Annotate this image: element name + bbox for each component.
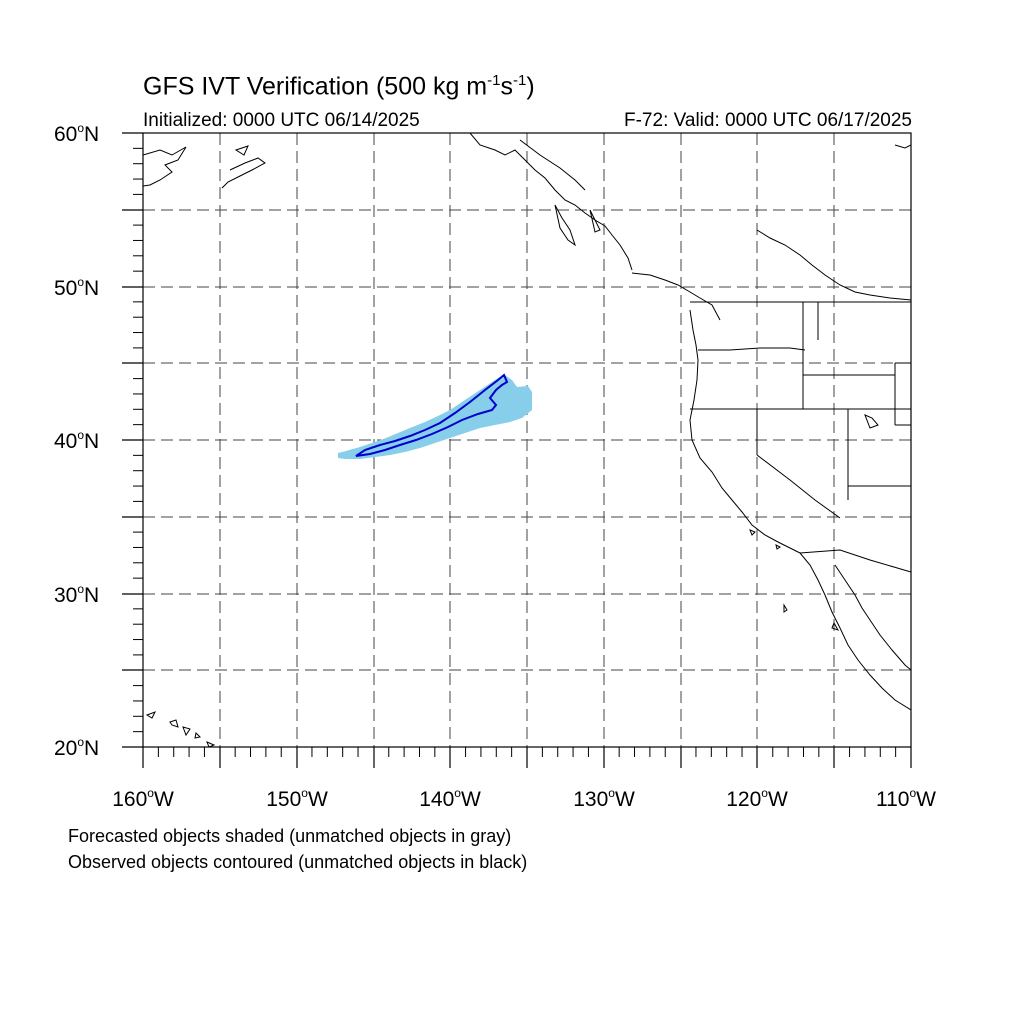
lat-label-40: 40oN	[54, 428, 99, 453]
title-exponent-1: -1	[487, 72, 501, 89]
lat-label-60: 60oN	[54, 121, 99, 146]
observed-object-contour	[355, 373, 509, 457]
lon-label-160: 160oW	[112, 786, 174, 811]
coastlines	[143, 133, 911, 747]
lon-label-110: 110oW	[876, 786, 936, 811]
forecast-object	[338, 375, 532, 459]
title-prefix: GFS IVT Verification (500 kg m	[143, 72, 488, 101]
grid-lines	[143, 133, 911, 747]
longitude-labels: 160oW 150oW 140oW 130oW 120oW 110oW	[112, 786, 936, 811]
major-ticks	[122, 132, 912, 768]
legend-forecast: Forecasted objects shaded (unmatched obj…	[68, 826, 512, 846]
legend-observed: Observed objects contoured (unmatched ob…	[68, 852, 528, 872]
minor-ticks	[133, 147, 897, 757]
initialized-time: Initialized: 0000 UTC 06/14/2025	[143, 110, 420, 131]
title-exponent-2: -1	[512, 72, 527, 89]
title-suffix: )	[526, 72, 535, 101]
lon-label-130: 130oW	[573, 786, 635, 811]
chart-title: GFS IVT Verification (500 kg m-1s-1)	[143, 72, 535, 101]
lat-label-50: 50oN	[54, 275, 99, 300]
lat-label-30: 30oN	[54, 582, 99, 607]
lon-label-120: 120oW	[726, 786, 788, 811]
latitude-labels: 60oN 50oN 40oN 30oN 20oN	[54, 121, 99, 760]
valid-time: F-72: Valid: 0000 UTC 06/17/2025	[624, 110, 912, 131]
lon-label-150: 150oW	[266, 786, 328, 811]
lon-label-140: 140oW	[419, 786, 481, 811]
lat-label-20: 20oN	[54, 735, 99, 760]
title-mid: s	[500, 72, 513, 101]
